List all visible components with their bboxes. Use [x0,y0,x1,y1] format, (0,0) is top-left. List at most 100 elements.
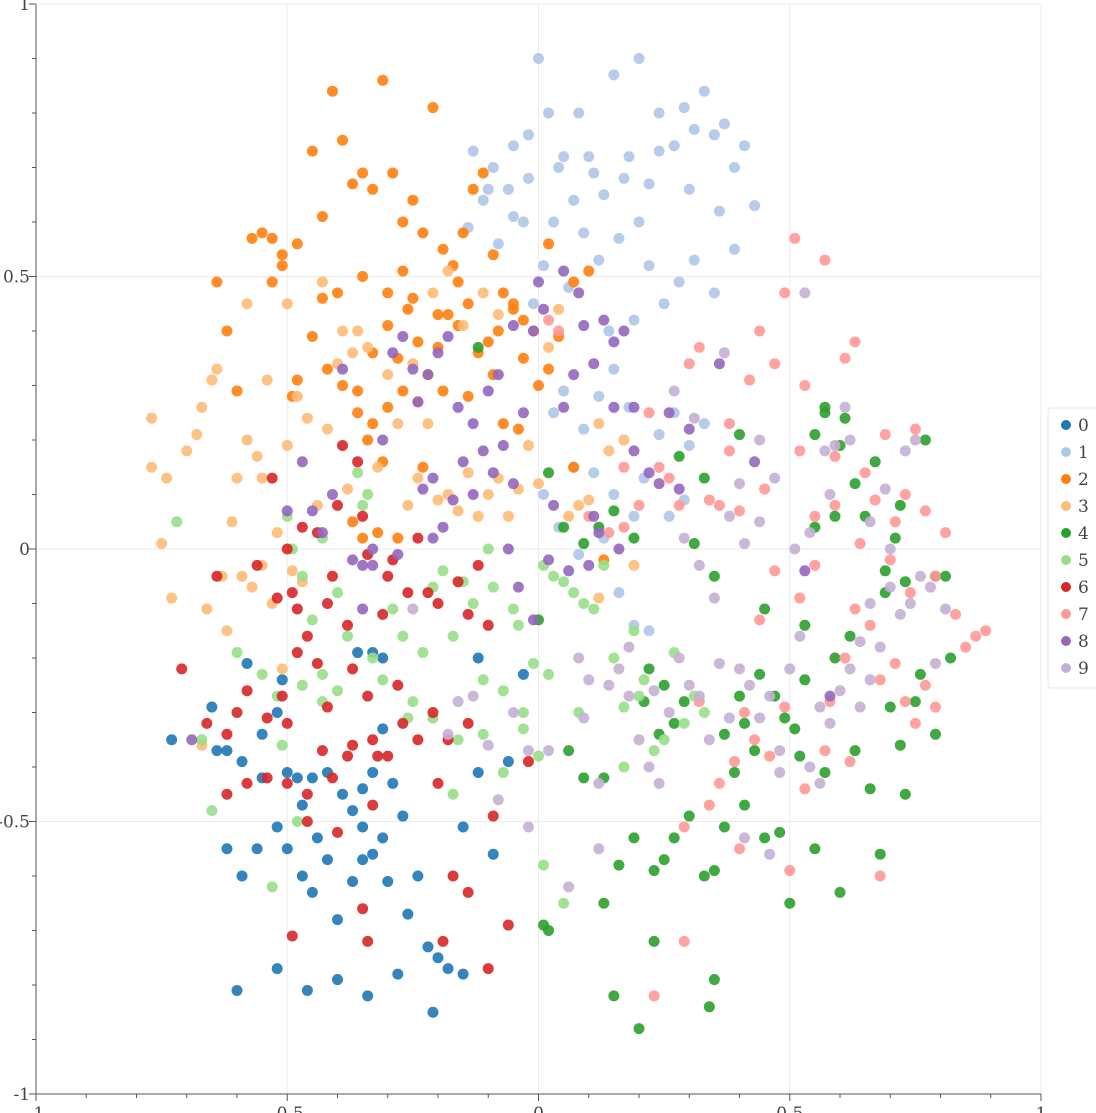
data-point [502,183,514,195]
data-point [643,467,655,479]
data-point [683,679,695,691]
data-point [206,374,218,386]
data-point [728,766,740,778]
data-point [698,707,710,718]
data-point [417,647,429,659]
data-point [332,685,343,697]
data-point [683,439,695,451]
data-point [945,652,957,664]
data-point [492,794,504,806]
data-point [608,505,620,517]
data-point [799,619,811,631]
data-point [598,897,610,909]
data-point [759,483,771,495]
data-point [628,510,640,522]
data-point [382,320,394,332]
data-point [392,679,404,691]
data-point [543,238,555,250]
data-point [281,766,293,778]
data-point [387,777,399,789]
data-point [301,816,313,827]
data-point [558,521,570,533]
data-point [608,363,620,375]
data-point [839,652,851,664]
data-point [879,483,891,495]
data-point [558,401,570,413]
data-point [367,848,379,860]
data-point [608,652,620,664]
data-point [613,587,625,599]
legend-marker [1061,528,1071,538]
data-point [442,265,454,277]
data-point [623,151,635,163]
data-point [874,870,886,882]
data-point [231,984,243,996]
data-point [527,614,539,626]
data-point [296,799,308,811]
data-point [819,745,831,757]
data-point [432,347,444,359]
data-point [829,499,841,511]
data-point [311,832,323,844]
data-point [784,663,796,675]
data-point [789,543,801,555]
data-point [874,674,886,686]
data-point [442,963,454,975]
data-point [618,761,630,773]
y-tick-label: 1 [19,0,30,15]
series-4 [472,341,957,1035]
data-point [598,559,610,571]
data-point [688,538,700,550]
data-point [357,271,369,282]
data-point [442,728,454,740]
series-0 [166,647,529,1018]
data-point [533,750,544,762]
data-point [844,663,856,675]
data-point [337,134,349,146]
data-point [663,472,675,484]
data-point [538,489,550,500]
data-point [558,151,570,163]
data-point [362,990,374,1002]
data-point [829,652,841,664]
data-point [894,739,906,751]
data-point [482,385,494,397]
data-point [678,821,690,833]
data-point [909,423,921,435]
data-point [819,407,831,419]
data-point [522,172,534,184]
data-point [266,881,278,893]
data-point [447,494,459,506]
data-point [482,183,494,195]
data-point [387,347,399,359]
data-point [799,380,811,391]
data-points [146,53,992,1035]
data-point [482,963,494,975]
data-point [718,728,730,740]
data-point [698,472,710,484]
data-point [367,766,379,778]
data-point [899,489,911,500]
data-point [573,287,585,299]
data-point [352,647,364,659]
data-point [332,499,343,511]
data-point [241,298,253,310]
data-point [548,499,560,511]
data-point [447,630,459,642]
data-point [613,543,625,555]
data-point [543,668,555,680]
data-point [286,565,298,577]
data-point [573,499,585,511]
data-point [357,167,369,179]
data-point [613,859,625,871]
data-point [693,559,705,571]
data-point [316,745,328,757]
data-point [316,527,328,539]
data-point [749,200,761,212]
data-point [241,657,253,669]
data-point [970,630,982,642]
data-point [543,341,555,353]
data-point [492,238,504,250]
data-point [347,805,359,817]
